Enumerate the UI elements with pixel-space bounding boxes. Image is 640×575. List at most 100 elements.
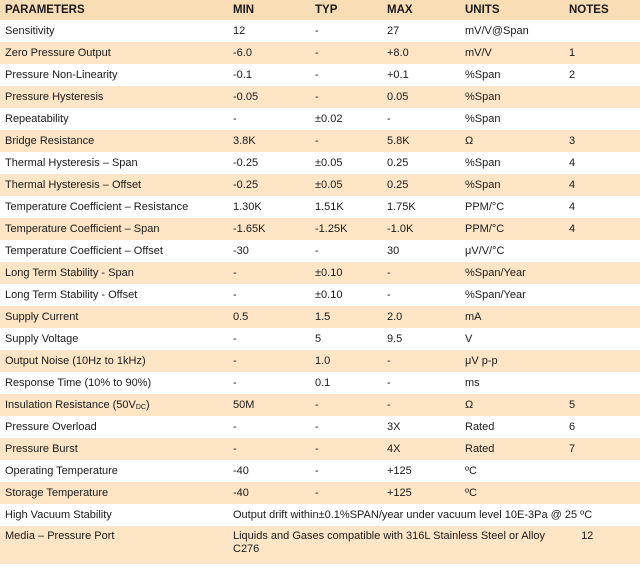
cell-param: Pressure Burst	[0, 438, 228, 460]
cell-units: %Span	[460, 86, 564, 108]
cell-max: -	[382, 262, 460, 284]
cell-typ: 5	[310, 328, 382, 350]
cell-param: Bridge Resistance	[0, 130, 228, 152]
cell-notes: 1	[564, 42, 640, 64]
cell-units: μV/V/°C	[460, 240, 564, 262]
cell-typ: -	[310, 438, 382, 460]
cell-min: -	[228, 262, 310, 284]
cell-units: V	[460, 328, 564, 350]
cell-units: ºC	[460, 460, 564, 482]
cell-parameter-tail: )	[145, 399, 150, 411]
cell-param: Temperature Coefficient – Span	[0, 218, 228, 240]
cell-units: Ω	[460, 130, 564, 152]
cell-parameter-text: Long Term Stability - Offset	[5, 289, 138, 301]
cell-typ: ±0.10	[310, 262, 382, 284]
cell-param: Pressure Hysteresis	[0, 86, 228, 108]
cell-notes: 5	[564, 394, 640, 416]
table-row: Insulation Resistance (50VDC) 50M - - Ω 5	[0, 394, 640, 416]
cell-typ: -1.25K	[310, 218, 382, 240]
cell-notes: 7	[564, 438, 640, 460]
cell-parameter-text: Bridge Resistance	[5, 135, 95, 147]
cell-notes	[564, 350, 640, 372]
cell-notes: 6	[564, 416, 640, 438]
cell-units: %Span/Year	[460, 284, 564, 306]
cell-units: %Span	[460, 174, 564, 196]
cell-units: PPM/°C	[460, 218, 564, 240]
cell-notes	[564, 240, 640, 262]
cell-min: 1.30K	[228, 196, 310, 218]
cell-min: -6.0	[228, 42, 310, 64]
cell-typ: -	[310, 86, 382, 108]
cell-media-text: Liquids and Gases compatible with 316L S…	[233, 530, 546, 555]
cell-notes	[564, 284, 640, 306]
cell-parameter-text: Temperature Coefficient – Offset	[5, 245, 163, 257]
table-header-row: PARAMETERS MIN TYP MAX UNITS NOTES	[0, 0, 640, 20]
header-notes: NOTES	[564, 0, 640, 20]
table-row: Temperature Coefficient – Span -1.65K -1.2…	[0, 218, 640, 240]
cell-units: %Span/Year	[460, 262, 564, 284]
cell-min: -	[228, 284, 310, 306]
cell-min: 50M	[228, 394, 310, 416]
cell-max: -	[382, 394, 460, 416]
cell-units: Rated	[460, 438, 564, 460]
cell-param: Temperature Coefficient – Offset	[0, 240, 228, 262]
cell-param: Storage Temperature	[0, 482, 228, 504]
cell-min: -40	[228, 482, 310, 504]
cell-units: μV p-p	[460, 350, 564, 372]
cell-param: Thermal Hysteresis – Span	[0, 152, 228, 174]
cell-units: %Span	[460, 108, 564, 130]
table-body: Sensitivity 12-27 mV/V@Span Zero Pressure O…	[0, 20, 640, 504]
table-row: Operating Temperature -40- +125 ºC	[0, 460, 640, 482]
cell-param: Thermal Hysteresis – Offset	[0, 174, 228, 196]
table-row: Temperature Coefficient – Resistance 1.30…	[0, 196, 640, 218]
cell-typ: 1.5	[310, 306, 382, 328]
cell-parameter-text: Storage Temperature	[5, 487, 109, 499]
cell-typ: ±0.10	[310, 284, 382, 306]
cell-notes: 2	[564, 64, 640, 86]
cell-param: Long Term Stability - Span	[0, 262, 228, 284]
cell-parameter-text: Output Noise (10Hz to 1kHz)	[5, 355, 146, 367]
cell-units: mV/V@Span	[460, 20, 564, 42]
cell-typ: -	[310, 482, 382, 504]
cell-min: 3.8K	[228, 130, 310, 152]
cell-max: 0.05	[382, 86, 460, 108]
cell-param: Insulation Resistance (50VDC)	[0, 394, 228, 416]
cell-notes	[564, 460, 640, 482]
table-row: Repeatability - ±0.02- %Span	[0, 108, 640, 130]
cell-param: Pressure Non-Linearity	[0, 64, 228, 86]
cell-param: Long Term Stability - Offset	[0, 284, 228, 306]
cell-param: Repeatability	[0, 108, 228, 130]
cell-units: Ω	[460, 394, 564, 416]
cell-parameter-text: Response Time (10% to 90%)	[5, 377, 152, 389]
cell-typ: ±0.05	[310, 152, 382, 174]
cell-parameter-text: Pressure Burst	[5, 443, 78, 455]
cell-notes	[564, 108, 640, 130]
cell-max: 4X	[382, 438, 460, 460]
table-row: Pressure Burst - -4X Rated 7	[0, 438, 640, 460]
cell-parameter: High Vacuum Stability	[0, 504, 228, 526]
cell-notes: 4	[564, 218, 640, 240]
cell-max: 1.75K	[382, 196, 460, 218]
cell-typ: -	[310, 64, 382, 86]
cell-units: ºC	[460, 482, 564, 504]
table-row: Storage Temperature -40- +125 ºC	[0, 482, 640, 504]
cell-max: 5.8K	[382, 130, 460, 152]
cell-notes	[564, 20, 640, 42]
cell-parameter: Media – Pressure Port	[0, 526, 228, 564]
cell-min: -40	[228, 460, 310, 482]
cell-parameter-text: Sensitivity	[5, 25, 55, 37]
cell-min: -0.25	[228, 152, 310, 174]
cell-notes	[564, 262, 640, 284]
cell-notes	[564, 86, 640, 108]
table-row: Zero Pressure Output -6.0- +8.0 mV/V 1	[0, 42, 640, 64]
cell-param: Zero Pressure Output	[0, 42, 228, 64]
cell-param: Sensitivity	[0, 20, 228, 42]
cell-notes	[564, 306, 640, 328]
table-row: Supply Current 0.5 1.5 2.0 mA	[0, 306, 640, 328]
cell-parameter-text: Temperature Coefficient – Span	[5, 223, 160, 235]
cell-max: 27	[382, 20, 460, 42]
cell-notes: 3	[564, 130, 640, 152]
cell-param: Temperature Coefficient – Resistance	[0, 196, 228, 218]
cell-parameter-text: Zero Pressure Output	[5, 47, 111, 59]
cell-notes: 4	[564, 196, 640, 218]
